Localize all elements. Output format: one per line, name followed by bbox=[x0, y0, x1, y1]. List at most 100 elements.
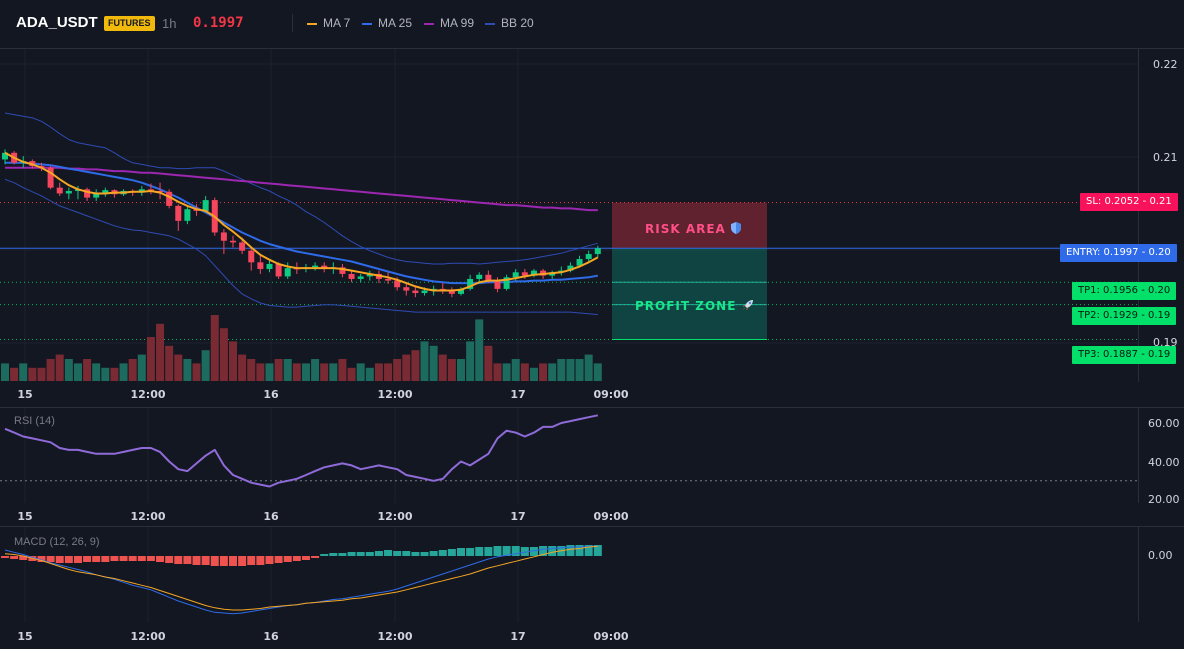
volume-bar bbox=[329, 363, 338, 381]
macd-histogram-bar bbox=[466, 548, 475, 556]
macd-histogram-bar bbox=[137, 556, 146, 561]
volume-bar bbox=[229, 341, 237, 381]
header-divider bbox=[292, 14, 293, 32]
macd-histogram-bar bbox=[1, 556, 9, 558]
volume-bar bbox=[283, 359, 292, 381]
risk-area-label: RISK AREA bbox=[645, 222, 742, 236]
candle-body bbox=[594, 248, 601, 255]
symbol-title[interactable]: ADA_USDT bbox=[16, 14, 98, 31]
time-axis-label: 15 bbox=[17, 630, 33, 643]
macd-histogram-bar bbox=[447, 549, 456, 556]
macd-histogram-bar bbox=[146, 556, 155, 561]
macd-histogram-bar bbox=[384, 550, 393, 556]
volume-bar bbox=[484, 345, 493, 381]
volume-bar bbox=[584, 354, 593, 381]
candle-body bbox=[394, 280, 401, 288]
macd-histogram-bar bbox=[73, 556, 82, 563]
profit-zone bbox=[612, 248, 767, 340]
volume-bar bbox=[384, 363, 393, 381]
macd-histogram-bar bbox=[165, 556, 174, 563]
macd-histogram-bar bbox=[311, 556, 320, 558]
sl-tag-text: SL: 0.2052 bbox=[1086, 196, 1140, 207]
volume-bar bbox=[529, 367, 538, 381]
macd-histogram-bar bbox=[429, 551, 438, 556]
volume-bar bbox=[301, 363, 310, 381]
candle-body bbox=[84, 189, 91, 198]
macd-histogram-bar bbox=[292, 556, 301, 561]
candle-body bbox=[567, 265, 574, 271]
volume-bar bbox=[1, 363, 9, 381]
rsi-pane-separator bbox=[0, 407, 1184, 408]
volume-bar bbox=[37, 367, 46, 381]
price-axis-label: 0.22 bbox=[1153, 58, 1178, 71]
volume-bar bbox=[128, 359, 137, 381]
bb-upper-line bbox=[4, 112, 598, 265]
interval-selector[interactable]: 1h bbox=[162, 16, 177, 31]
macd-histogram-bar bbox=[411, 552, 420, 556]
ma99-line bbox=[5, 166, 598, 212]
volume-bar bbox=[347, 367, 356, 381]
rsi-title: RSI (14) bbox=[14, 415, 55, 427]
candle-body bbox=[494, 280, 501, 289]
time-axis-label: 12:00 bbox=[377, 388, 413, 401]
volume-bar bbox=[137, 354, 146, 381]
macd-histogram-bar bbox=[247, 556, 256, 565]
volume-bar bbox=[219, 328, 228, 381]
sl-level-tag: SL: 0.2052 - 0.21 bbox=[1080, 193, 1178, 211]
volume-bar bbox=[28, 367, 37, 381]
macd-histogram-bar bbox=[374, 551, 383, 556]
macd-histogram-bar bbox=[301, 556, 310, 560]
candle-body bbox=[512, 272, 519, 278]
volume-bar bbox=[411, 350, 420, 381]
macd-histogram-bar bbox=[110, 556, 119, 561]
price-axis-label: 0.21 bbox=[1153, 151, 1178, 164]
macd-histogram-bar bbox=[256, 556, 265, 565]
volume-bar bbox=[356, 363, 365, 381]
volume-bar bbox=[110, 367, 119, 381]
volume-bar bbox=[146, 337, 155, 381]
header-separator bbox=[0, 48, 1184, 49]
macd-histogram-bar bbox=[438, 550, 447, 556]
legend-bb20-swatch bbox=[485, 22, 495, 25]
rocket-icon bbox=[742, 300, 753, 310]
price-axis-border bbox=[1138, 48, 1139, 382]
time-axis-label: 17 bbox=[510, 388, 526, 401]
volume-bar bbox=[210, 315, 219, 381]
volume-bar bbox=[183, 359, 192, 381]
candle-body bbox=[485, 274, 492, 281]
legend-ma25[interactable]: MA 25 bbox=[362, 16, 412, 30]
candle-body bbox=[339, 267, 346, 274]
volume-bar bbox=[174, 354, 183, 381]
volume-bar bbox=[475, 319, 484, 381]
legend-bb20[interactable]: BB 20 bbox=[485, 16, 534, 30]
price-axis-label: 0.19 bbox=[1153, 336, 1178, 349]
legend-ma7[interactable]: MA 7 bbox=[307, 16, 350, 30]
candle-body bbox=[403, 287, 410, 291]
volume-bar bbox=[320, 363, 329, 381]
candle-body bbox=[348, 273, 355, 279]
candle-body bbox=[467, 278, 474, 289]
macd-histogram-bar bbox=[274, 556, 283, 563]
candle-body bbox=[230, 240, 236, 243]
time-axis-label: 15 bbox=[17, 510, 33, 523]
legend-ma99-swatch bbox=[424, 22, 434, 25]
volume-bar bbox=[520, 363, 529, 381]
macd-histogram-bar bbox=[347, 552, 356, 556]
macd-histogram-bar bbox=[192, 556, 201, 565]
macd-histogram-bar bbox=[502, 546, 511, 556]
macd-axis-label: 0.00 bbox=[1148, 549, 1173, 562]
legend-ma99[interactable]: MA 99 bbox=[424, 16, 474, 30]
risk-area-text: RISK AREA bbox=[645, 222, 726, 236]
macd-histogram-bar bbox=[19, 556, 28, 560]
time-axis-label: 09:00 bbox=[593, 388, 629, 401]
ma7-line bbox=[4, 151, 599, 292]
rsi-line bbox=[4, 414, 599, 488]
chart-header: ADA_USDT FUTURES 1h 0.1997 MA 7 MA 25 MA… bbox=[0, 0, 1184, 48]
volume-bar bbox=[511, 359, 520, 381]
entry-axis-text: 0.20 bbox=[1148, 247, 1171, 258]
sl-axis-text: 0.21 bbox=[1149, 196, 1172, 207]
volume-bar bbox=[338, 359, 347, 381]
volume-bar bbox=[393, 359, 402, 381]
candle-body bbox=[47, 167, 54, 188]
